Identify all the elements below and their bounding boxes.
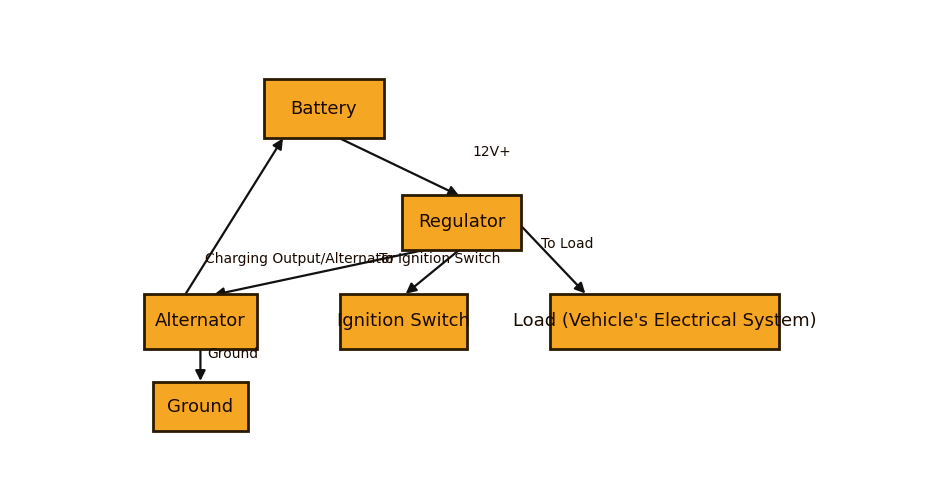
FancyBboxPatch shape (154, 382, 247, 431)
Text: Ignition Switch: Ignition Switch (337, 312, 470, 330)
Text: Ground: Ground (168, 397, 233, 416)
Text: Regulator: Regulator (417, 213, 505, 231)
Text: Load (Vehicle's Electrical System): Load (Vehicle's Electrical System) (513, 312, 816, 330)
Text: 12V+: 12V+ (473, 145, 511, 159)
FancyBboxPatch shape (264, 79, 384, 138)
FancyBboxPatch shape (402, 195, 521, 250)
Text: Battery: Battery (290, 100, 357, 117)
Text: To Load: To Load (541, 237, 593, 251)
FancyBboxPatch shape (144, 293, 256, 349)
FancyBboxPatch shape (550, 293, 779, 349)
Text: Ground: Ground (208, 348, 258, 361)
Text: To Ignition Switch: To Ignition Switch (379, 252, 501, 266)
Text: Alternator: Alternator (155, 312, 246, 330)
FancyBboxPatch shape (340, 293, 467, 349)
Text: Charging Output/Alternator: Charging Output/Alternator (205, 252, 396, 266)
